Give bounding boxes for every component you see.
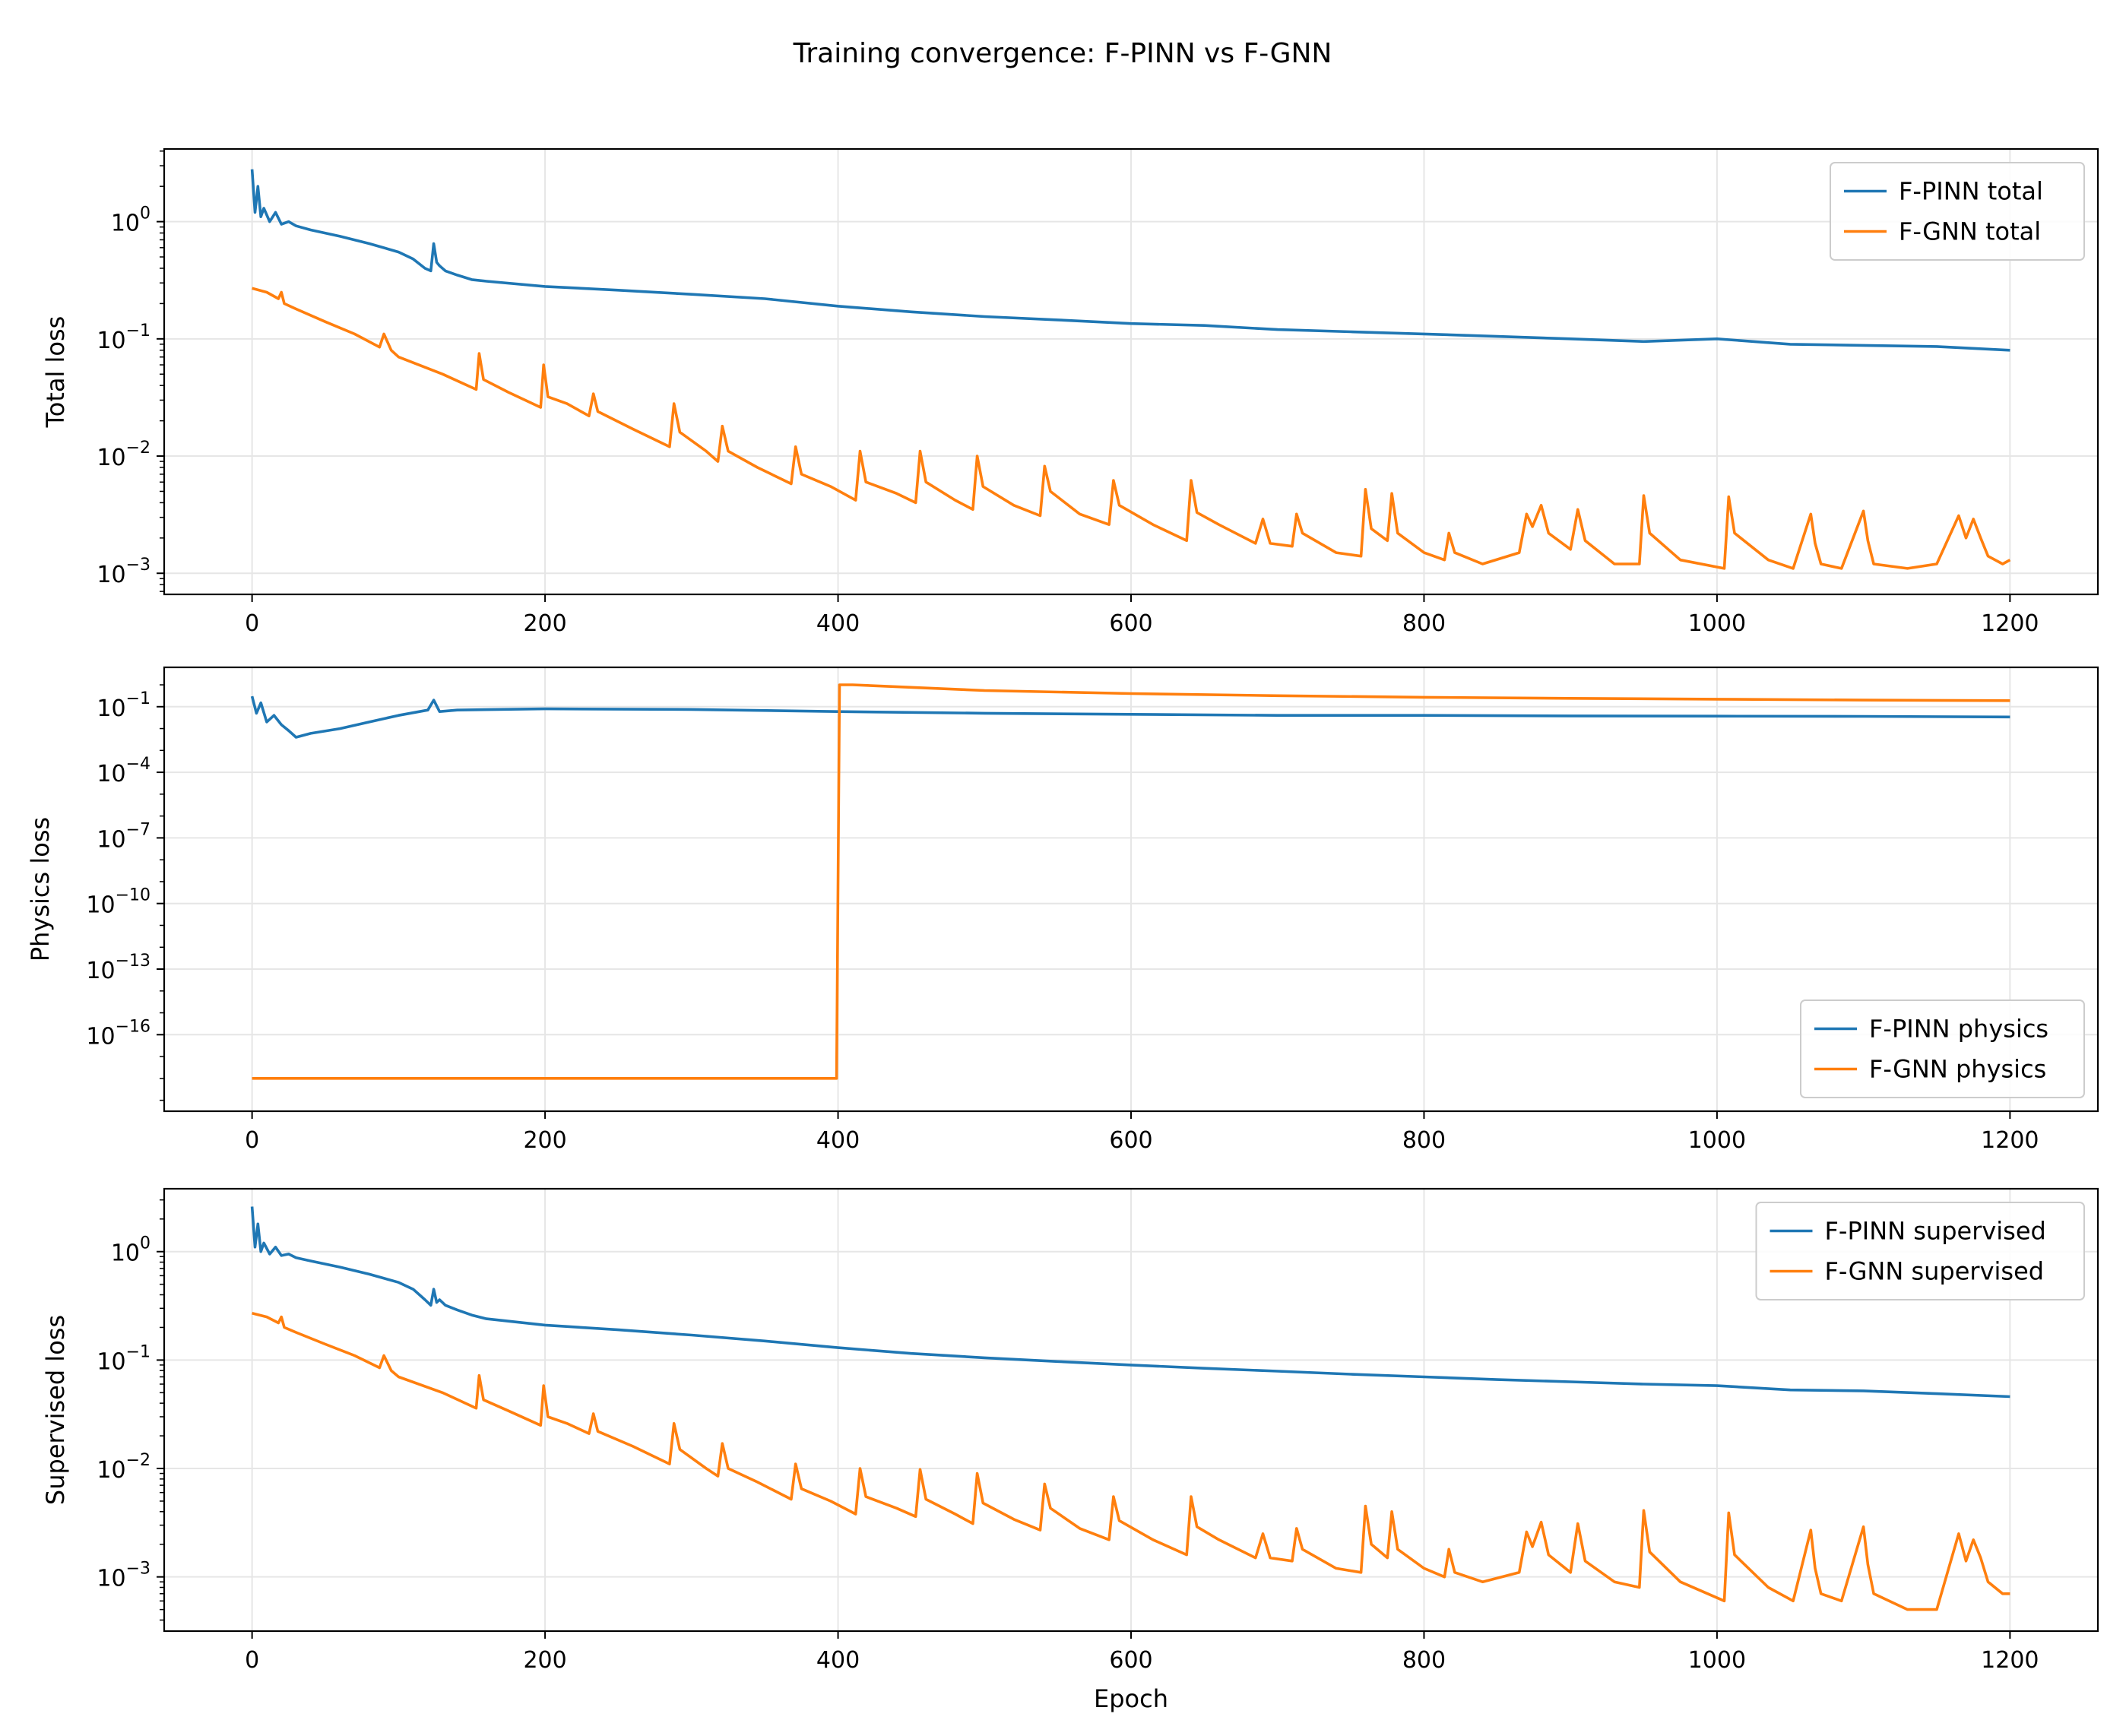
tick-label-x-1200: 1200 (1981, 610, 2039, 637)
legend-supervised-loss: F-PINN supervised F-GNN supervised (1755, 1202, 2085, 1300)
tick-label-x-0: 0 (245, 610, 259, 637)
legend-box-total-loss (1830, 162, 2085, 261)
tick-label-x-800: 800 (1402, 610, 1446, 637)
legend-label-f-pinn-physics: F-PINN physics (1869, 1015, 2048, 1044)
tick-label-y--2: 10−2 (97, 439, 150, 471)
figure-title: Training convergence: F-PINN vs F-GNN (793, 38, 1332, 69)
tick-label-y--2: 10−2 (97, 1451, 150, 1484)
tick-label-x-1000: 1000 (1688, 610, 1746, 637)
panel-physics-loss: 0 200 400 600 800 1000 1200 10−1 10−4 10−7 10−10 10… (26, 666, 2099, 1154)
series-line-f-gnn-total (252, 287, 2011, 570)
series-line-f-gnn-supervised (252, 1312, 2010, 1611)
xlabel-epoch: Epoch (1094, 1684, 1168, 1713)
tick-label-x-1000: 1000 (1688, 1127, 1746, 1154)
legend-box-physics-loss (1800, 999, 2085, 1098)
series-supervised-loss (250, 1206, 2010, 1611)
tick-label-x-800: 800 (1402, 1647, 1446, 1674)
legend-box-supervised-loss (1755, 1202, 2085, 1300)
tick-label-y-0: 100 (111, 204, 150, 237)
tick-label-x-800: 800 (1402, 1127, 1446, 1154)
legend-label-f-gnn-physics: F-GNN physics (1869, 1055, 2046, 1084)
tick-label-x-0: 0 (245, 1127, 259, 1154)
tick-label-x-200: 200 (523, 610, 566, 637)
grid-total-loss (164, 149, 2098, 594)
series-line-f-gnn-physics (252, 683, 2010, 1080)
tick-label-x-1000: 1000 (1688, 1647, 1746, 1674)
legend-label-f-gnn-total: F-GNN total (1899, 217, 2041, 246)
tick-label-x-200: 200 (523, 1127, 566, 1154)
legend-physics-loss: F-PINN physics F-GNN physics (1800, 999, 2085, 1098)
tick-label-x-600: 600 (1109, 1127, 1152, 1154)
ticks-total-loss: 0 200 400 600 800 1000 1200 100 10−1 10−2 10−3 (97, 150, 2039, 637)
tick-label-y--13: 10−13 (86, 952, 150, 984)
panel-supervised-loss: 0 200 400 600 800 1000 1200 100 10−1 10−2 10−3 Sup… (41, 1187, 2099, 1713)
tick-label-y-0: 100 (111, 1234, 150, 1267)
series-physics-loss (250, 683, 2010, 1080)
ylabel-supervised-loss: Supervised loss (41, 1315, 70, 1505)
tick-label-x-0: 0 (245, 1647, 259, 1674)
legend-total-loss: F-PINN total F-GNN total (1830, 162, 2085, 261)
series-line-f-pinn-total (250, 169, 2010, 352)
ticks-physics-loss: 0 200 400 600 800 1000 1200 10−1 10−4 10−7 10−10 10… (86, 684, 2039, 1154)
tick-label-x-400: 400 (816, 1127, 860, 1154)
tick-label-x-1200: 1200 (1981, 1647, 2039, 1674)
tick-label-x-200: 200 (523, 1647, 566, 1674)
panel-total-loss: 0 200 400 600 800 1000 1200 100 10−1 10−2 10−3 Tot… (41, 147, 2099, 637)
series-total-loss (250, 169, 2011, 570)
tick-label-y--3: 10−3 (97, 1560, 150, 1592)
ticks-supervised-loss: 0 200 400 600 800 1000 1200 100 10−1 10−2 10−3 (97, 1199, 2039, 1674)
series-line-f-pinn-supervised (250, 1206, 2010, 1399)
tick-label-y--4: 10−4 (97, 755, 150, 787)
legend-label-f-pinn-supervised: F-PINN supervised (1825, 1217, 2046, 1246)
ylabel-physics-loss: Physics loss (26, 817, 55, 961)
tick-label-y--1: 10−1 (97, 1342, 150, 1375)
legend-label-f-pinn-total: F-PINN total (1899, 177, 2043, 206)
legend-label-f-gnn-supervised: F-GNN supervised (1825, 1257, 2045, 1286)
tick-label-x-600: 600 (1109, 610, 1152, 637)
tick-label-x-1200: 1200 (1981, 1127, 2039, 1154)
tick-label-y--1: 10−1 (97, 689, 150, 722)
tick-label-y--7: 10−7 (97, 820, 150, 853)
series-line-f-pinn-physics (250, 695, 2010, 739)
ylabel-total-loss: Total loss (41, 316, 70, 429)
grid-physics-loss (164, 667, 2098, 1111)
tick-label-x-400: 400 (816, 1647, 860, 1674)
tick-label-y--1: 10−1 (97, 322, 150, 354)
tick-label-x-400: 400 (816, 610, 860, 637)
tick-label-y--3: 10−3 (97, 556, 150, 588)
tick-label-y--10: 10−10 (86, 886, 150, 919)
tick-label-x-600: 600 (1109, 1647, 1152, 1674)
tick-label-y--16: 10−16 (86, 1017, 150, 1050)
